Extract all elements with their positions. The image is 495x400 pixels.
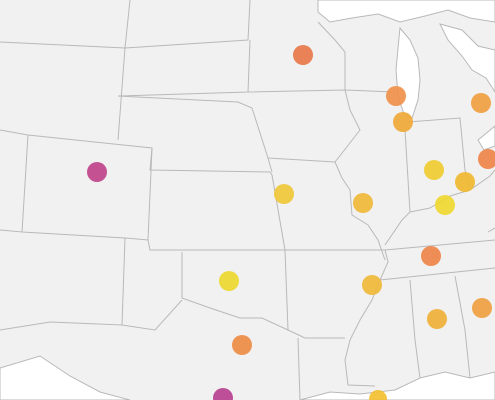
gulf-east (299, 371, 495, 400)
lake-superior (317, 0, 495, 23)
dot (472, 298, 492, 318)
dot (455, 172, 475, 192)
dot (471, 93, 491, 113)
dot (232, 335, 252, 355)
dot (427, 309, 447, 329)
dot (435, 195, 455, 215)
dot (274, 184, 294, 204)
dot (213, 388, 233, 400)
dot (362, 275, 382, 295)
dot (421, 246, 441, 266)
dot (478, 149, 495, 169)
dot (369, 390, 387, 400)
dot (87, 162, 107, 182)
dot (424, 160, 444, 180)
dot (219, 271, 239, 291)
dots (87, 45, 495, 400)
dot (386, 86, 406, 106)
dot (293, 45, 313, 65)
lake-huron (439, 23, 495, 93)
dot (353, 193, 373, 213)
dot (393, 112, 413, 132)
gulf-west (0, 355, 131, 400)
lake-erie (477, 125, 495, 151)
